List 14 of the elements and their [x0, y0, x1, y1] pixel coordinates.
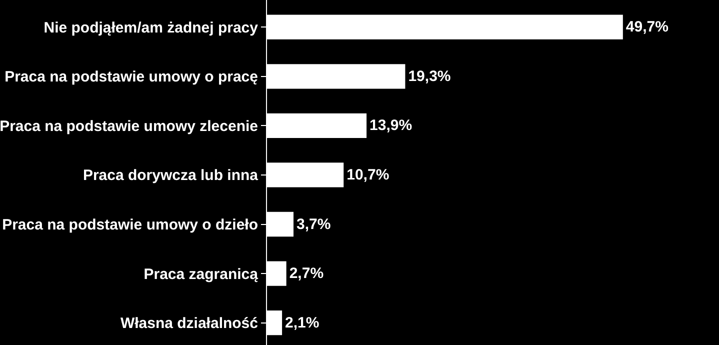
- data-label: 2,1%: [285, 314, 320, 332]
- data-label: 2,7%: [289, 265, 324, 282]
- data-label: 19,3%: [408, 68, 451, 85]
- y-tick-label: Praca na podstawie umowy o pracę: [4, 68, 258, 86]
- data-label: 10,7%: [346, 166, 390, 184]
- y-tick-label: Praca zagranicą: [144, 266, 259, 283]
- y-tick-label: Własna działalność: [120, 315, 258, 332]
- data-label: 3,7%: [296, 216, 331, 233]
- y-tick-label: Nie podjąłem/am żadnej pracy: [44, 19, 259, 36]
- y-tick-label: Praca na podstawie umowy zlecenie: [0, 118, 258, 135]
- data-label: 49,7%: [626, 18, 668, 36]
- y-tick-label: Praca dorywcza lub inna: [82, 167, 259, 184]
- y-tick-label: Praca na podstawie umowy o dzieło: [2, 216, 258, 234]
- data-label: 13,9%: [370, 117, 412, 134]
